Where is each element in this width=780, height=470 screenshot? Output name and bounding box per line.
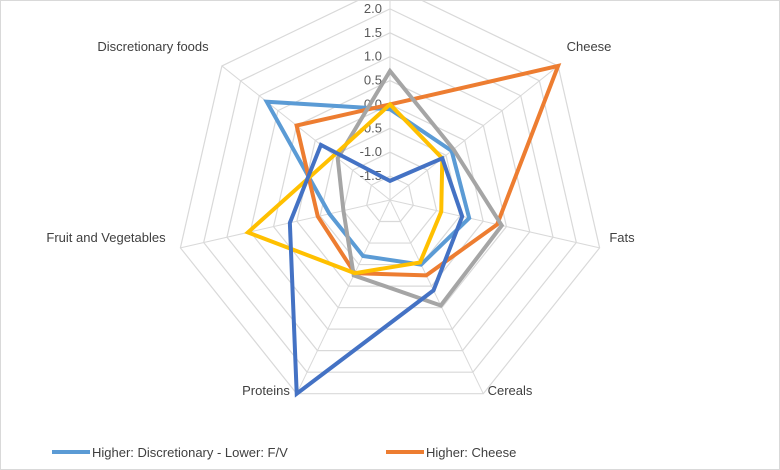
grid-spoke bbox=[389, 199, 484, 394]
category-label: Cereals bbox=[488, 383, 533, 398]
legend-label: Higher: Discretionary - Lower: F/V bbox=[92, 445, 288, 460]
legend: Higher: Discretionary - Lower: F/V Higher… bbox=[52, 445, 516, 460]
grid-ring bbox=[203, 8, 577, 373]
category-label: Proteins bbox=[242, 383, 290, 398]
legend-label: Higher: Cheese bbox=[426, 445, 516, 460]
grid-spoke bbox=[180, 199, 391, 249]
category-label: Discretionary foods bbox=[97, 39, 209, 54]
grid-ring bbox=[366, 175, 414, 223]
grid-ring bbox=[319, 127, 461, 266]
grid-ring bbox=[179, 0, 601, 395]
series-line bbox=[287, 142, 465, 398]
category-labels: Cheese Fats Cereals Proteins Fruit and Veget… bbox=[46, 39, 635, 398]
grid-ring bbox=[226, 32, 554, 352]
series-line bbox=[244, 101, 445, 276]
grid-spoke bbox=[221, 65, 391, 201]
series-layer bbox=[244, 63, 562, 398]
grid-layer bbox=[179, 0, 601, 395]
category-label: Fats bbox=[609, 230, 635, 245]
category-label: Fruit and Vegetables bbox=[46, 230, 166, 245]
series-line bbox=[263, 99, 472, 267]
grid-spoke bbox=[296, 199, 391, 394]
tick-label: 1.5 bbox=[364, 25, 382, 40]
grid-spoke bbox=[389, 65, 559, 201]
category-label: Cheese bbox=[567, 39, 612, 54]
grid-ring bbox=[272, 79, 508, 309]
tick-label: 2.0 bbox=[364, 1, 382, 16]
tick-label: -1.0 bbox=[360, 144, 382, 159]
grid-ring bbox=[249, 56, 531, 330]
grid-ring bbox=[342, 151, 438, 244]
tick-label: 0.5 bbox=[364, 73, 382, 88]
tick-label: -0.5 bbox=[360, 120, 382, 135]
tick-label: 1.0 bbox=[364, 49, 382, 64]
series-line bbox=[335, 67, 505, 308]
series-line bbox=[294, 63, 562, 278]
